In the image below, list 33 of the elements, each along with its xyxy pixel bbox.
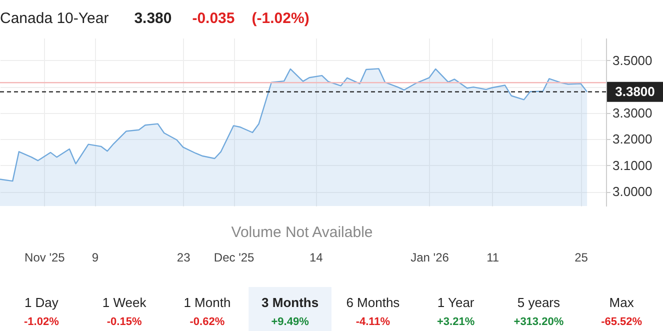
text: 3 Months xyxy=(262,295,319,310)
x-tick-label: 9 xyxy=(92,250,99,264)
ref-line-label: 3.3800 xyxy=(615,84,655,99)
text: 3.380 -0.035 (-1.02%) xyxy=(134,10,310,27)
chart-title: Canada 10-Year xyxy=(0,10,109,27)
y-tick-label: 3.0000 xyxy=(612,184,652,200)
y-tick-label: 3.5000 xyxy=(612,52,652,68)
text: -4.11% xyxy=(356,316,390,328)
y-tick-label: 3.3000 xyxy=(612,105,652,120)
x-tick-label: 14 xyxy=(309,250,324,264)
text: 1 Year xyxy=(437,295,475,310)
x-tick-label: Jan '26 xyxy=(410,250,450,264)
text: 1 Day xyxy=(24,295,59,310)
text: +313.20% xyxy=(514,316,564,328)
text: 1 Month xyxy=(184,295,231,310)
x-tick-label: Nov '25 xyxy=(24,250,66,264)
text: Max xyxy=(609,295,634,310)
x-tick-label: Dec '25 xyxy=(214,250,255,264)
text: 6 Months xyxy=(346,295,400,310)
x-tick-label: 11 xyxy=(486,250,500,264)
text: -65.52% xyxy=(601,316,642,328)
y-tick-label: 3.1000 xyxy=(612,158,652,173)
text: -1.02% xyxy=(24,316,60,328)
x-tick-label: 25 xyxy=(574,250,588,264)
y-tick-label: 3.2000 xyxy=(612,132,652,147)
x-tick-label: 23 xyxy=(176,250,191,264)
text: +9.49% xyxy=(271,316,310,328)
text: 5 years xyxy=(517,295,560,310)
text: +3.21% xyxy=(437,316,475,328)
text: 1 Week xyxy=(102,295,147,310)
text: Volume Not Available xyxy=(231,224,373,241)
text: -0.15% xyxy=(106,316,142,328)
text: -0.62% xyxy=(190,316,225,328)
